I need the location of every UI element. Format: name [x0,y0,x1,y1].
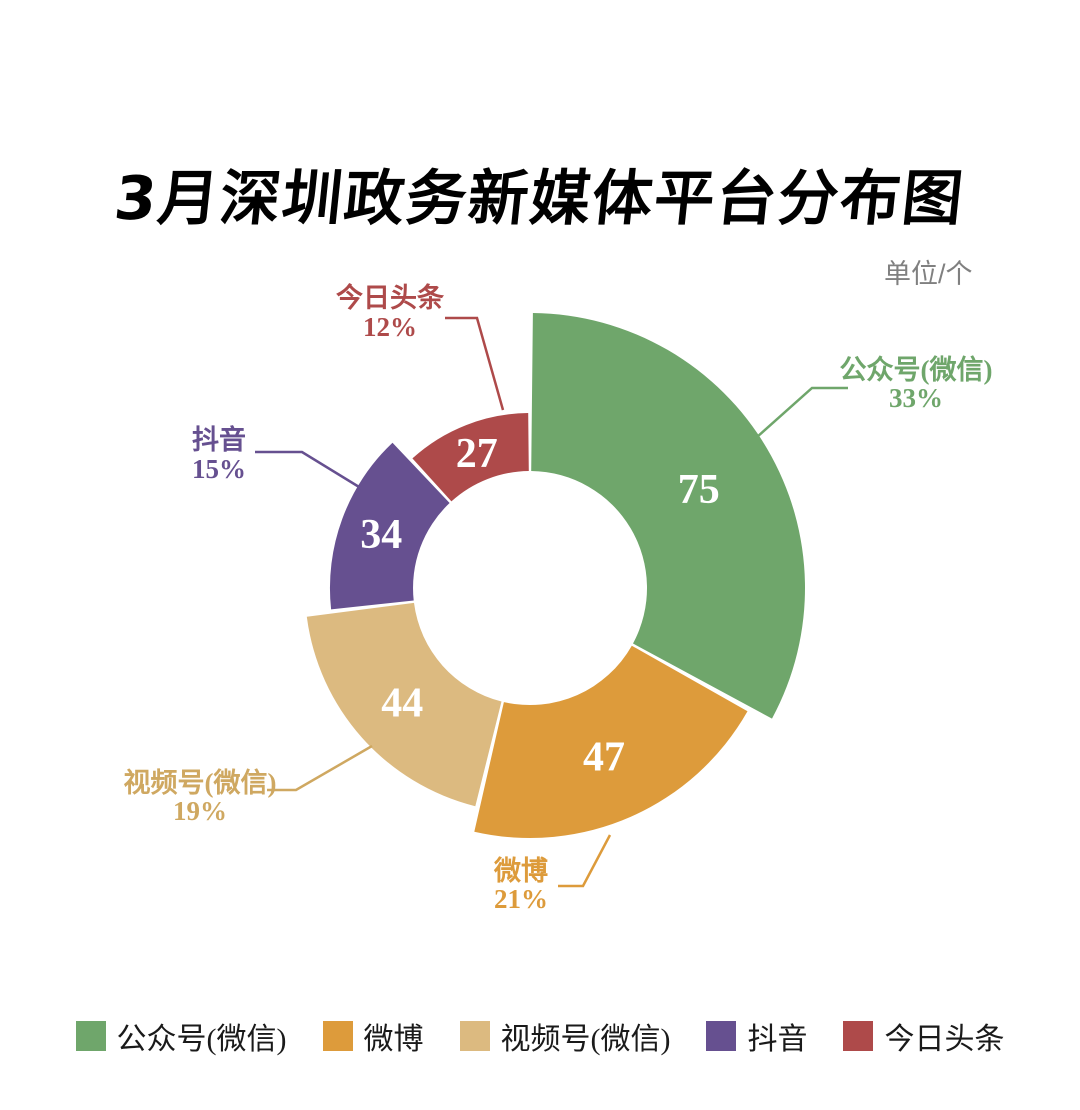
donut-slice-0 [531,313,805,719]
donut-slice-1 [474,645,748,838]
callout-line [558,834,612,888]
legend-label: 今日头条 [884,1023,1005,1056]
slice-value-label: 44 [381,680,423,726]
callout-line [445,316,505,411]
callout-name: 微博 [493,855,548,886]
legend-swatch [843,1021,874,1051]
callout-name: 抖音 [192,424,246,455]
callout-line [267,744,373,792]
legend-label: 微博 [363,1023,424,1056]
unit-label: 单位/个 [884,259,973,289]
callout-percent: 33% [889,383,943,413]
slice-value-label: 47 [583,735,625,781]
callout-percent: 12% [363,312,417,342]
slice-value-label: 75 [678,467,720,513]
legend-item: 微博 [322,1014,424,1058]
callout-line [255,450,365,492]
legend-item: 抖音 [706,1014,807,1058]
chart-legend: 公众号(微信) 微博 视频号(微信) 抖音 今日头条 [0,1014,1080,1058]
slice-value-label: 27 [456,431,498,477]
legend-swatch [706,1021,737,1051]
callout-name: 视频号(微信) [124,768,277,798]
callout-name: 今日头条 [336,282,445,313]
callout-percent: 19% [173,796,227,826]
legend-swatch [322,1021,353,1051]
legend-label: 抖音 [747,1023,808,1056]
donut-slice-3 [329,442,450,610]
legend-swatch [459,1021,490,1051]
legend-label: 视频号(微信) [500,1023,671,1056]
legend-item: 视频号(微信) [459,1014,671,1058]
donut-slice-4 [412,413,529,502]
callout-percent: 15% [192,454,246,484]
legend-swatch [75,1021,106,1051]
legend-item: 公众号(微信) [75,1014,287,1058]
callout-percent: 21% [494,884,548,914]
callout-name: 公众号(微信) [840,355,993,385]
legend-label: 公众号(微信) [116,1023,287,1056]
donut-slice-2 [306,602,502,807]
legend-item: 今日头条 [843,1014,1004,1058]
callout-line [756,386,848,438]
slice-value-label: 34 [360,512,402,558]
